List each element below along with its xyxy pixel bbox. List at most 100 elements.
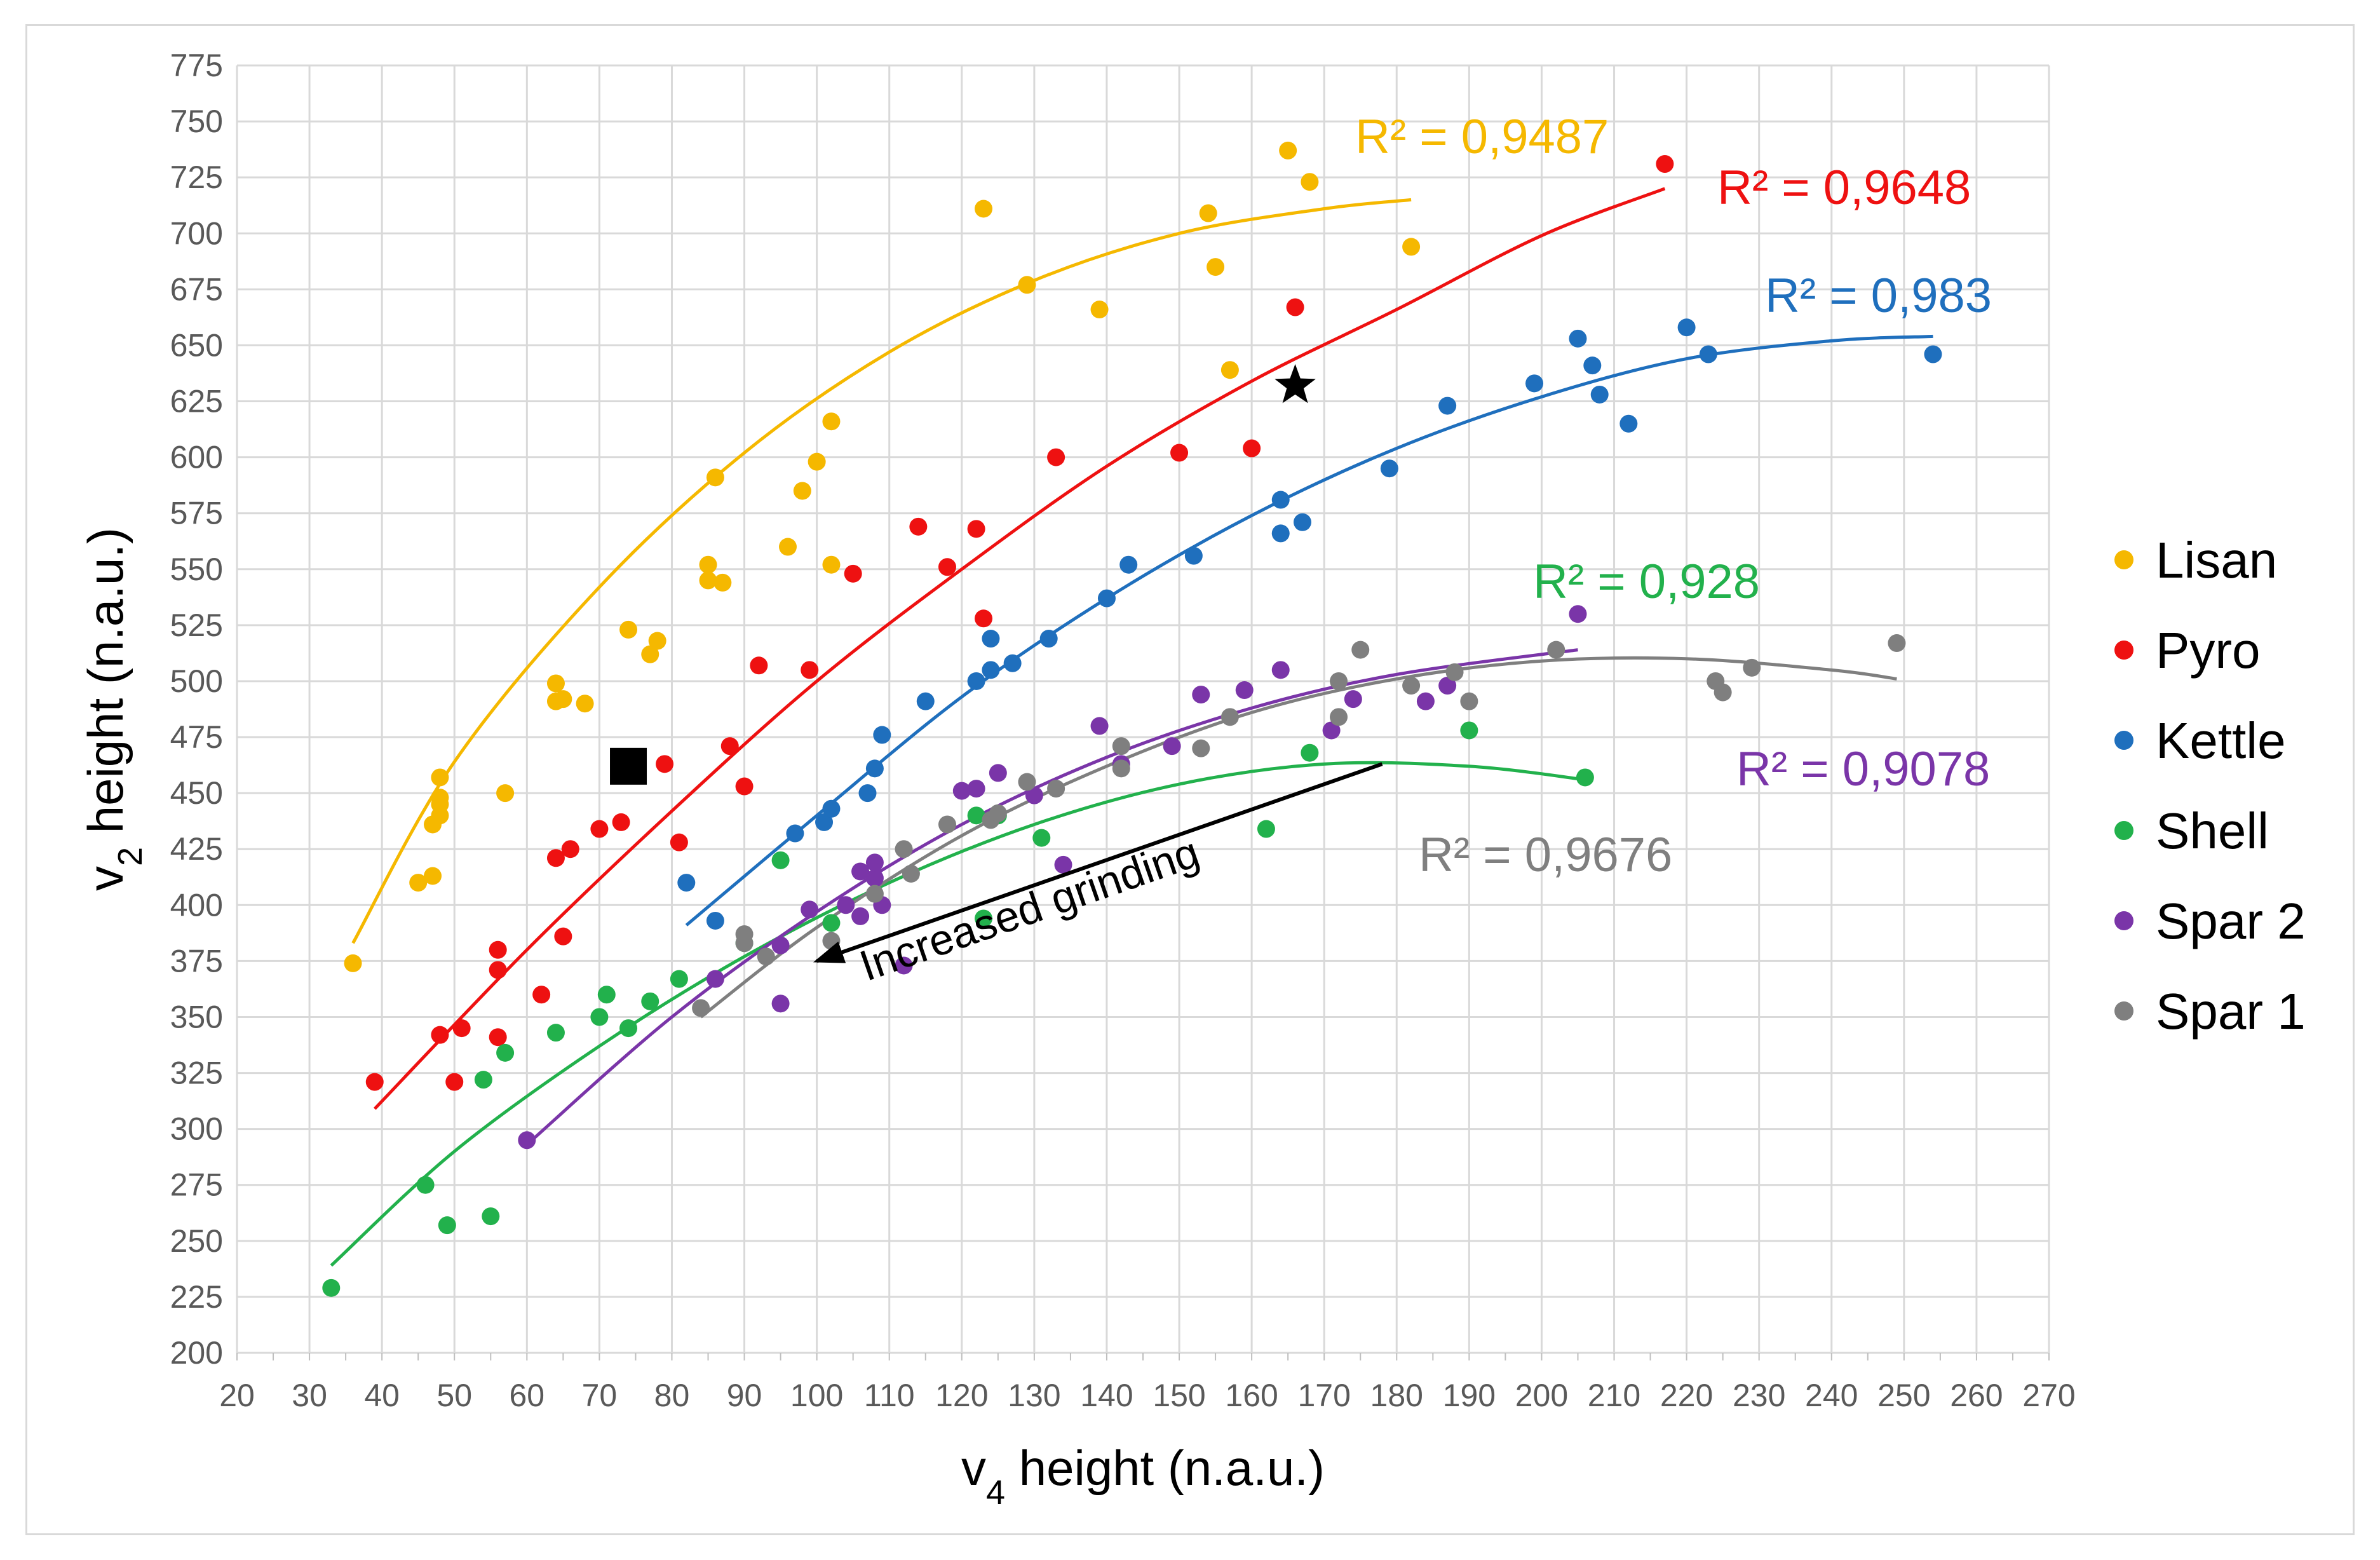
y-tick-label: 375: [170, 943, 223, 979]
legend-marker-kettle: [2114, 731, 2133, 750]
data-point-pyro: [750, 656, 768, 675]
y-tick-label: 575: [170, 496, 223, 531]
data-point-spar-1: [1018, 773, 1036, 791]
data-point-pyro: [720, 737, 739, 756]
data-point-spar-1: [1402, 677, 1421, 695]
data-point-kettle: [1525, 374, 1544, 393]
data-point-pyro: [844, 564, 862, 583]
data-point-spar-1: [1330, 672, 1348, 690]
data-point-kettle: [1699, 345, 1717, 363]
data-point-kettle: [1271, 491, 1290, 509]
data-point-lisan: [699, 571, 717, 590]
data-point-pyro: [612, 813, 630, 831]
data-point-spar-2: [1416, 692, 1435, 710]
legend-marker-pyro: [2114, 641, 2133, 660]
data-point-shell: [975, 909, 993, 928]
x-tick-label: 60: [510, 1378, 545, 1413]
x-tick-label: 120: [935, 1378, 988, 1413]
data-point-kettle: [822, 799, 841, 818]
data-point-pyro: [590, 820, 609, 838]
data-point-pyro: [735, 777, 754, 796]
x-tick-label: 160: [1225, 1378, 1278, 1413]
data-point-lisan: [808, 452, 826, 471]
data-point-spar-2: [1235, 681, 1254, 700]
r2-label-shell: R² = 0,928: [1533, 555, 1760, 609]
legend-marker-spar-1: [2114, 1001, 2133, 1021]
data-point-shell: [416, 1176, 435, 1194]
trendline-spar-2: [525, 648, 1578, 1146]
y-tick-label: 450: [170, 775, 223, 811]
data-point-spar-2: [1322, 721, 1341, 740]
y-tick-label: 650: [170, 327, 223, 363]
data-point-kettle: [916, 692, 935, 710]
tick-labels: 200 225 250 275 300 325 350 375 400 425 450 475 500 5…: [170, 48, 2076, 1413]
r2-labels: R² = 0,9487 R² = 0,9648 R² = 0,983 R² = 0,9…: [1355, 110, 1992, 882]
data-point-spar-2: [801, 900, 819, 919]
data-point-lisan: [554, 690, 572, 709]
y-tick-label: 725: [170, 159, 223, 195]
data-point-kettle: [1293, 513, 1311, 531]
data-point-spar-1: [1888, 634, 1906, 653]
data-point-kettle: [982, 630, 1000, 648]
y-tick-label: 550: [170, 552, 223, 587]
data-point-pyro: [938, 558, 956, 576]
data-point-pyro: [554, 927, 572, 946]
x-tick-label: 270: [2022, 1378, 2075, 1413]
data-point-pyro: [489, 961, 507, 979]
data-point-pyro: [1656, 155, 1674, 173]
data-point-lisan: [1199, 204, 1217, 222]
data-point-lisan: [1402, 238, 1421, 256]
chart-frame: 200 225 250 275 300 325 350 375 400 425 450 475 500 5…: [25, 24, 2355, 1535]
data-point-spar-1: [1112, 737, 1130, 756]
data-point-spar-2: [1054, 855, 1072, 874]
trendline-shell: [330, 761, 1586, 1267]
data-points: [322, 141, 1942, 1297]
x-tick-label: 20: [219, 1378, 255, 1413]
data-point-pyro: [1170, 444, 1189, 462]
data-point-spar-2: [1438, 677, 1457, 695]
data-point-kettle: [1039, 630, 1058, 648]
data-point-kettle: [967, 672, 985, 690]
data-point-lisan: [619, 620, 638, 639]
data-point-kettle: [1184, 546, 1203, 565]
y-tick-label: 200: [170, 1335, 223, 1371]
data-point-spar-2: [967, 780, 985, 798]
data-point-spar-2: [1271, 661, 1290, 679]
x-tick-label: 220: [1660, 1378, 1713, 1413]
x-tick-label: 240: [1805, 1378, 1858, 1413]
x-tick-label: 100: [790, 1378, 843, 1413]
data-point-spar-1: [1220, 708, 1239, 726]
x-tick-label: 250: [1877, 1378, 1930, 1413]
y-tick-label: 525: [170, 607, 223, 643]
data-point-kettle: [1590, 385, 1609, 404]
data-point-spar-1: [1743, 658, 1761, 677]
data-point-shell: [822, 914, 841, 932]
data-point-spar-2: [895, 956, 913, 975]
legend-label-pyro: Pyro: [2156, 622, 2261, 679]
y-tick-label: 275: [170, 1167, 223, 1203]
data-point-spar-2: [771, 994, 790, 1013]
trendline-lisan: [351, 198, 1412, 944]
data-point-spar-1: [1460, 692, 1478, 710]
data-point-spar-1: [822, 932, 841, 950]
data-point-spar-1: [1330, 708, 1348, 726]
r2-label-pyro: R² = 0,9648: [1717, 161, 1971, 215]
data-point-lisan: [779, 538, 797, 556]
data-point-shell: [619, 1019, 638, 1038]
data-point-spar-2: [837, 896, 855, 914]
legend-label-kettle: Kettle: [2156, 712, 2286, 769]
data-point-pyro: [365, 1073, 384, 1091]
data-point-spar-1: [692, 999, 710, 1017]
data-point-kettle: [706, 911, 724, 930]
x-tick-label: 210: [1588, 1378, 1640, 1413]
data-point-spar-1: [1445, 663, 1464, 681]
data-point-lisan: [975, 200, 993, 218]
data-point-pyro: [909, 517, 928, 536]
data-point-lisan: [706, 468, 724, 487]
data-point-spar-2: [771, 936, 790, 954]
data-point-spar-1: [865, 885, 884, 903]
data-point-spar-1: [1547, 641, 1565, 659]
data-point-shell: [482, 1207, 500, 1226]
data-point-pyro: [656, 755, 674, 773]
y-tick-label: 500: [170, 663, 223, 699]
